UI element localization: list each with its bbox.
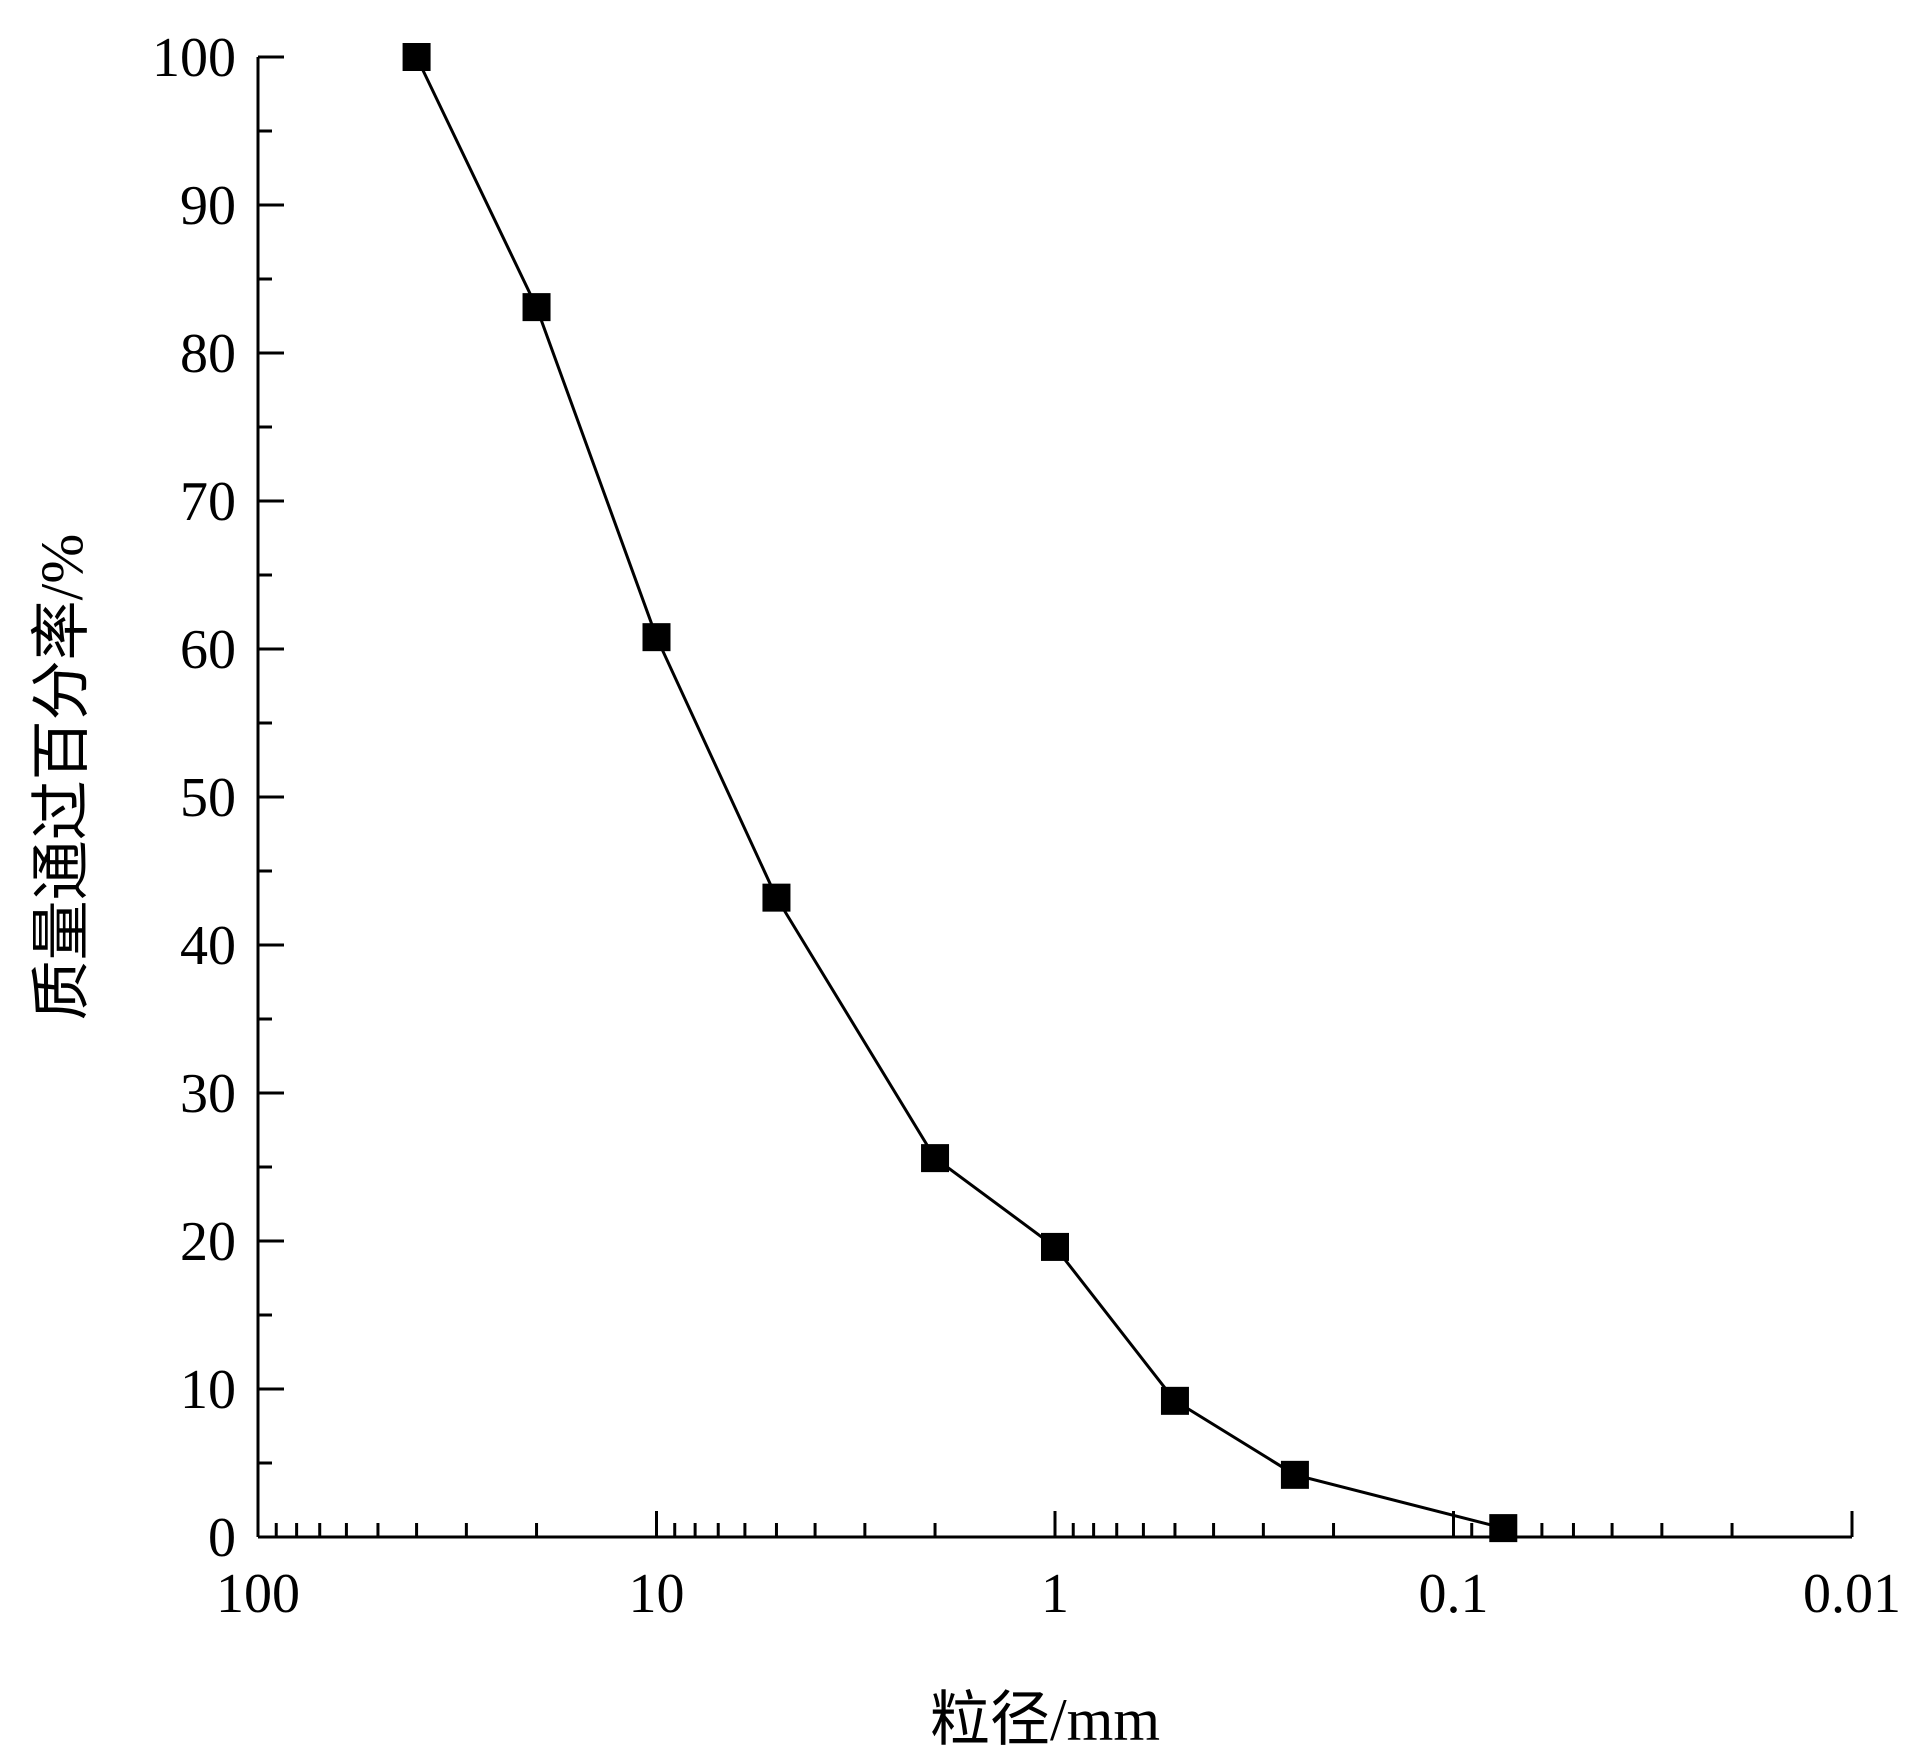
x-tick-label: 1 (1041, 1563, 1069, 1625)
x-ticks: 100 10 1 0.1 0.01 (216, 1511, 1901, 1625)
series-group (402, 43, 1518, 1543)
x-tick-label: 100 (216, 1563, 300, 1625)
data-point-marker (1489, 1514, 1518, 1543)
y-tick-label: 70 (180, 471, 236, 533)
data-point-marker (1160, 1386, 1189, 1415)
y-tick-label: 80 (180, 323, 236, 385)
axes (256, 57, 1852, 1539)
y-tick-label: 10 (180, 1359, 236, 1421)
y-tick-label: 20 (180, 1211, 236, 1273)
series-line (415, 56, 1504, 1530)
data-point-marker (921, 1144, 950, 1173)
data-point-marker (762, 883, 791, 912)
x-tick-label: 0.1 (1419, 1563, 1489, 1625)
y-ticks: 0 10 20 30 40 50 60 70 80 90 100 (152, 27, 284, 1569)
data-point-marker (402, 43, 431, 71)
x-tick-label: 10 (629, 1563, 685, 1625)
y-tick-label: 50 (180, 767, 236, 829)
y-tick-label: 60 (180, 619, 236, 681)
data-point-marker (1041, 1232, 1069, 1261)
x-tick-label: 0.01 (1803, 1563, 1901, 1625)
y-tick-label: 100 (152, 27, 236, 89)
y-tick-label: 0 (208, 1507, 236, 1569)
y-tick-label: 40 (180, 915, 236, 977)
y-axis-title: 质量通过百分率/% (29, 534, 95, 1021)
data-point-marker (522, 293, 551, 322)
y-tick-label: 90 (180, 175, 236, 237)
data-point-marker (642, 623, 671, 652)
data-point-marker (1280, 1460, 1309, 1489)
x-axis-title: 粒径/mm (930, 1687, 1160, 1753)
y-tick-label: 30 (180, 1063, 236, 1125)
